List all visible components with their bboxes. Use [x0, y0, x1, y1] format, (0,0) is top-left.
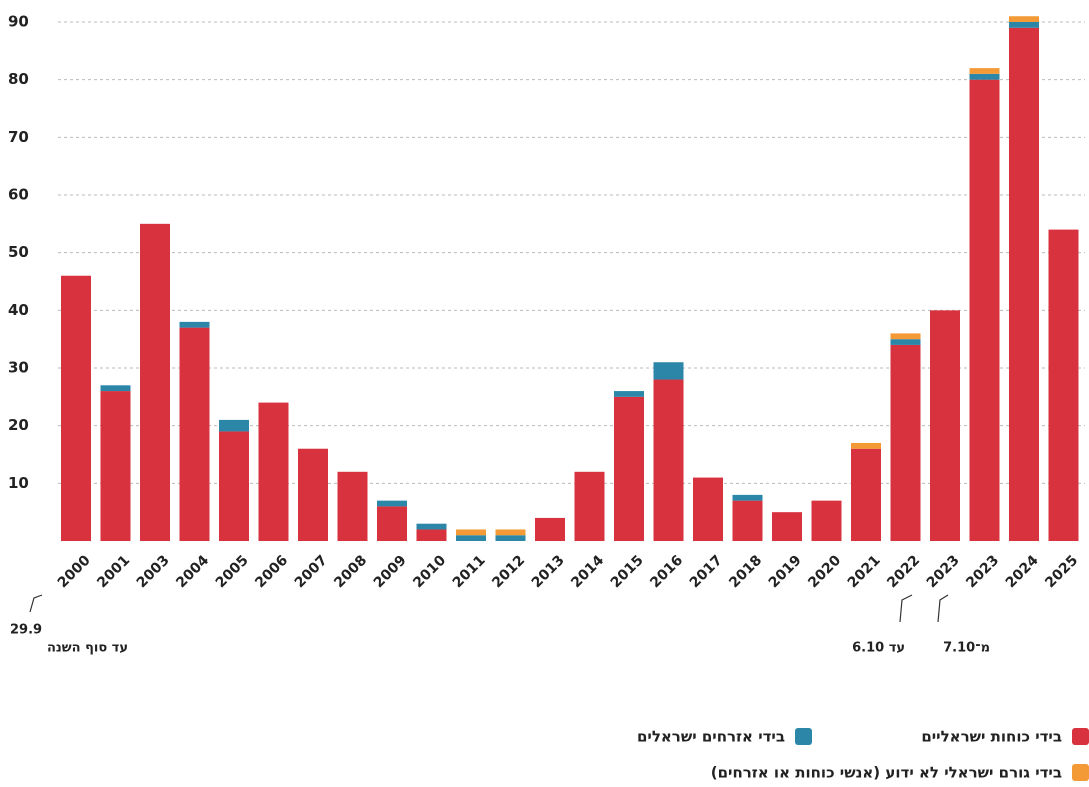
bar-segment	[337, 471, 368, 541]
y-tick-label: 80	[8, 70, 29, 88]
x-tick-label: 2022	[884, 552, 923, 591]
x-tick-label: 2018	[726, 552, 765, 591]
x-tick-label: 2006	[252, 552, 291, 591]
y-tick-label: 70	[8, 128, 29, 146]
bar-segment	[851, 448, 881, 541]
x-tick-label: 2024	[1003, 552, 1042, 591]
bar-segment	[930, 310, 960, 541]
bar-segment	[377, 506, 407, 541]
bar-segment	[1048, 229, 1079, 541]
x-tick-label: 2009	[371, 552, 410, 591]
bar-segment	[890, 333, 921, 340]
x-tick-label: 2019	[766, 552, 805, 591]
bar-segment	[61, 275, 91, 541]
legend-label: בידי כוחות ישראליים	[921, 728, 1062, 746]
legend-swatch	[1072, 764, 1089, 781]
pointer	[29, 594, 43, 613]
x-tick-label: 2001	[94, 552, 133, 591]
x-tick-label: 2017	[687, 552, 726, 591]
x-tick-label: 2003	[134, 552, 173, 591]
x-tick-label: 2005	[213, 552, 252, 591]
bar-segment	[969, 68, 1000, 74]
x-tick-label: 2016	[647, 552, 686, 591]
annotation: עד סוף השנה	[47, 641, 128, 656]
bar-segment	[100, 391, 131, 541]
annotation: 29.9	[10, 623, 42, 638]
y-tick-label: 50	[8, 243, 29, 261]
bar-segment	[732, 500, 763, 541]
x-tick-label: 2025	[1042, 552, 1081, 591]
x-tick-label: 2010	[410, 552, 449, 591]
y-tick-label: 90	[8, 13, 29, 31]
bar-segment	[456, 529, 486, 536]
legend-label: בידי אזרחים ישראלים	[637, 728, 785, 746]
x-tick-label: 2023	[924, 552, 963, 591]
bar-segment	[179, 321, 210, 328]
bar-segment	[653, 362, 684, 380]
annotation: עד 6.10	[852, 641, 905, 656]
legend-swatch	[795, 728, 812, 745]
bar-segment	[614, 391, 644, 397]
bar-segment	[811, 500, 842, 541]
x-tick-label: 2023	[963, 552, 1002, 591]
legend-label: בידי גורם ישראלי לא ידוע (אנשי כוחות או …	[711, 764, 1062, 782]
y-tick-label: 30	[8, 359, 29, 377]
x-tick-label: 2000	[55, 552, 94, 591]
y-tick-label: 40	[8, 301, 29, 319]
bar-segment	[890, 339, 921, 345]
bar-segment	[495, 535, 526, 541]
x-tick-label: 2021	[845, 552, 884, 591]
x-tick-label: 2012	[489, 552, 528, 591]
bar-segment	[140, 223, 170, 542]
bar-segment	[574, 471, 605, 541]
bar-segment	[219, 431, 249, 541]
bar-segment	[495, 529, 526, 536]
bar-segment	[100, 385, 131, 392]
y-tick-label: 10	[8, 474, 29, 492]
bar-segment	[1009, 22, 1039, 28]
x-tick-label: 2008	[331, 552, 370, 591]
bar-segment	[1009, 27, 1039, 542]
annotation: מ־7.10	[943, 641, 990, 656]
bar-segment	[614, 396, 644, 541]
bar-segment	[1009, 16, 1039, 22]
x-tick-label: 2007	[292, 552, 331, 591]
x-tick-label: 2011	[450, 552, 489, 591]
bar-segment	[693, 477, 723, 541]
bar-segment	[179, 327, 210, 541]
x-tick-label: 2004	[173, 552, 212, 591]
bar-segment	[535, 517, 565, 541]
bar-segment	[219, 419, 249, 432]
bar-segment	[772, 512, 802, 541]
bar-segment	[969, 79, 1000, 542]
bar-segment	[416, 529, 447, 541]
bar-segment	[377, 500, 407, 507]
bar-segment	[298, 448, 328, 541]
bar-segment	[732, 494, 763, 501]
x-tick-label: 2015	[608, 552, 647, 591]
bar-segment	[653, 379, 684, 541]
bar-segment	[851, 442, 881, 449]
bar-segment	[456, 535, 486, 541]
y-tick-label: 60	[8, 186, 29, 204]
pointer	[899, 594, 913, 623]
legend-swatch	[1072, 728, 1089, 745]
bar-segment	[258, 402, 289, 541]
bar-segment	[416, 523, 447, 530]
bar-segment	[969, 73, 1000, 80]
x-tick-label: 2014	[568, 552, 607, 591]
pointer	[937, 594, 949, 623]
bar-segment	[890, 344, 921, 541]
x-tick-label: 2020	[805, 552, 844, 591]
y-tick-label: 20	[8, 416, 29, 434]
x-tick-label: 2013	[529, 552, 568, 591]
